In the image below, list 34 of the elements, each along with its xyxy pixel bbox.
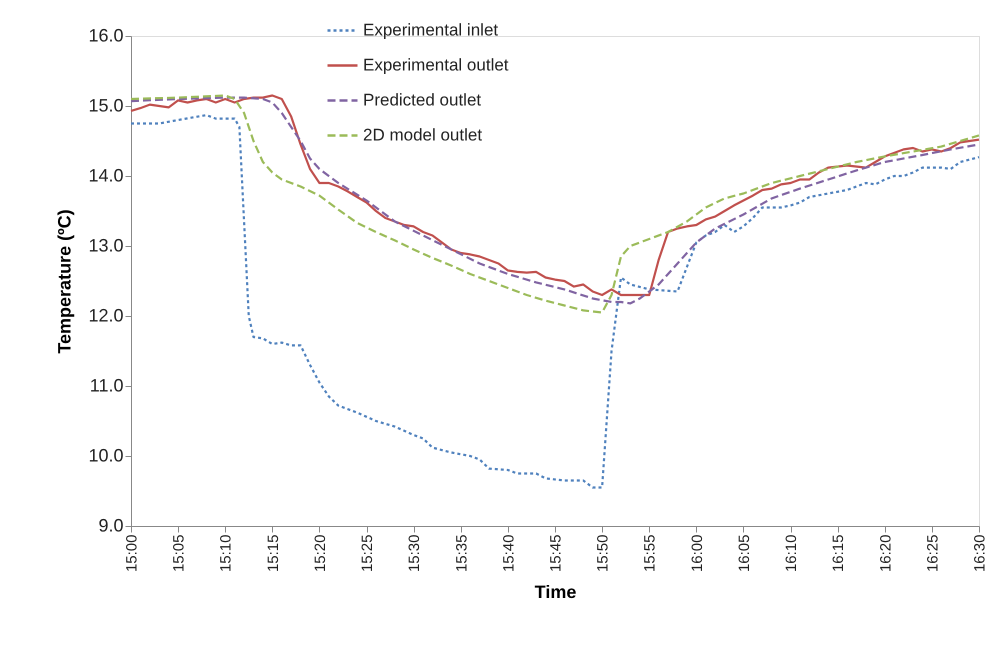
- x-tick-label: 15:10: [218, 534, 235, 572]
- y-tick-label: 15.0: [88, 96, 124, 116]
- x-tick-label: 16:05: [736, 534, 753, 572]
- y-tick-label: 16.0: [88, 26, 124, 46]
- x-tick-label: 16:15: [830, 534, 848, 572]
- y-tick-label: 14.0: [88, 166, 124, 186]
- x-tick-label: 16:20: [877, 534, 894, 572]
- x-tick-label: 15:55: [642, 534, 659, 572]
- x-tick-label: 15:30: [406, 534, 424, 572]
- x-tick-label: 16:00: [688, 534, 706, 572]
- x-tick-label: 16:10: [783, 534, 800, 572]
- x-tick-label: 15:50: [594, 534, 612, 572]
- y-tick-label: 12.0: [88, 306, 124, 326]
- x-tick-label: 15:00: [124, 534, 140, 572]
- x-tick-label: 15:45: [548, 534, 564, 572]
- x-axis-title: Time: [534, 582, 576, 602]
- x-tick-label: 15:35: [453, 534, 470, 572]
- x-tick-label: 15:20: [312, 534, 329, 572]
- x-tick-label: 15:40: [500, 534, 518, 572]
- y-tick-label: 9.0: [98, 516, 124, 536]
- y-tick-label: 10.0: [88, 446, 124, 466]
- legend-label: Predicted outlet: [363, 90, 482, 110]
- y-tick-label: 13.0: [88, 236, 124, 256]
- legend-label: Experimental outlet: [363, 56, 509, 74]
- x-tick-label: 16:25: [924, 534, 942, 572]
- x-tick-label: 15:15: [264, 534, 282, 572]
- x-tick-label: 16:30: [972, 534, 988, 572]
- y-axis-title: Temperature (ºC): [54, 209, 74, 354]
- x-tick-label: 15:25: [359, 534, 376, 572]
- legend-label: 2D model outlet: [363, 126, 482, 144]
- line-series: [130, 114, 980, 489]
- y-tick-label: 11.0: [90, 376, 124, 396]
- x-tick-label: 15:05: [170, 534, 188, 572]
- legend-label: Experimental inlet: [363, 20, 498, 40]
